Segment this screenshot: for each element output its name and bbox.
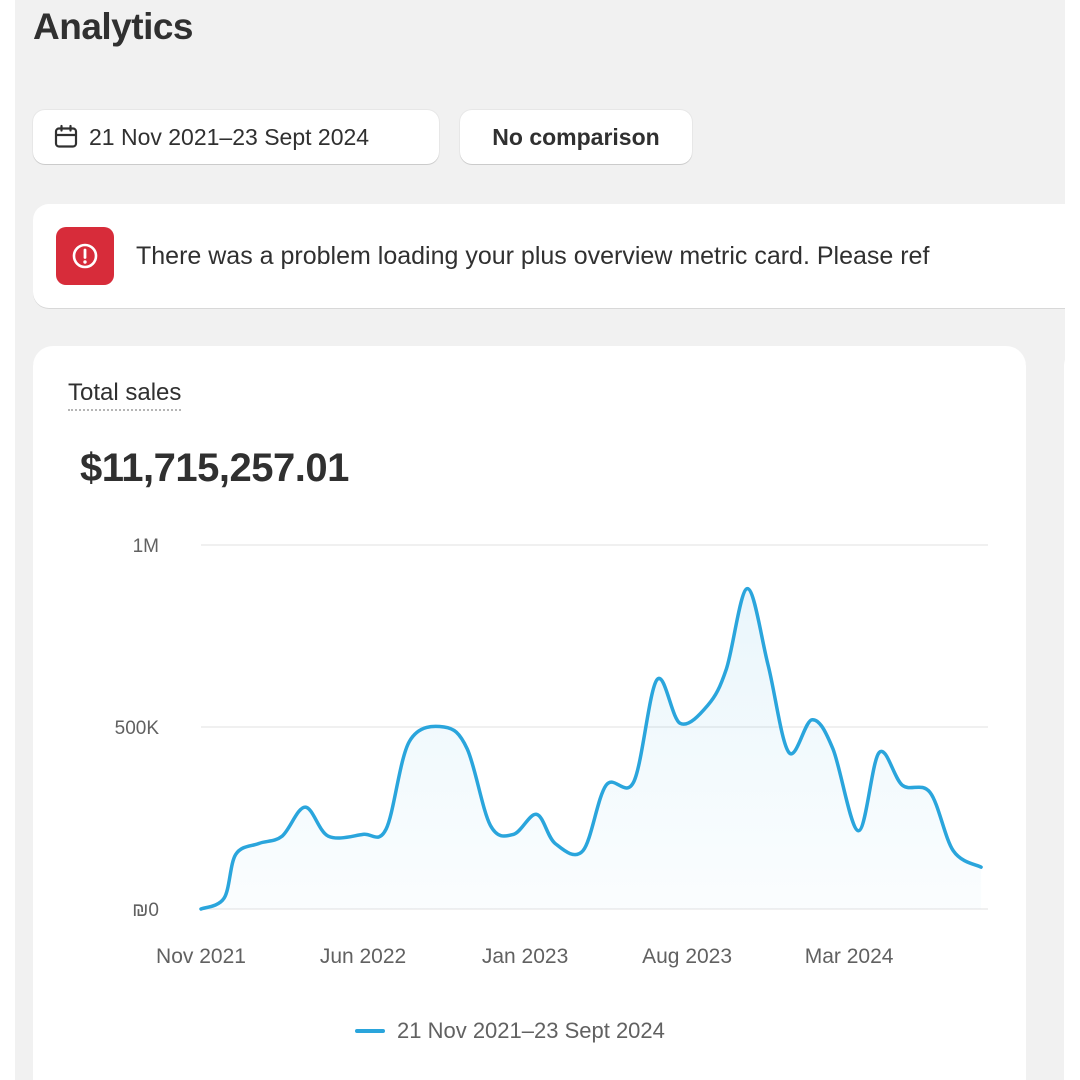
series-area: [201, 588, 982, 909]
metric-label[interactable]: Total sales: [68, 379, 182, 411]
y-tick-label: ₪0: [132, 900, 159, 921]
date-range-label: 21 Nov 2021–23 Sept 2024: [89, 123, 370, 150]
x-tick-label: Jan 2023: [482, 945, 568, 968]
x-tick-label: Mar 2024: [805, 945, 894, 968]
y-tick-label: 1M: [133, 536, 159, 557]
legend-swatch: [355, 1029, 385, 1033]
page-title: Analytics: [33, 6, 194, 47]
comparison-button[interactable]: No comparison: [460, 110, 692, 164]
x-tick-label: Nov 2021: [156, 945, 246, 968]
date-range-button[interactable]: 21 Nov 2021–23 Sept 2024: [33, 110, 439, 164]
analytics-page: Analytics 21 Nov 2021–23 Sept 2024 No co…: [15, 0, 1065, 1080]
y-tick-label: 500K: [115, 718, 160, 739]
error-message: There was a problem loading your plus ov…: [136, 241, 930, 270]
metric-value: $11,715,257.01: [80, 446, 349, 490]
sales-chart: ₪0 500K 1M Nov 2021 Jun 2022 Jan 2023 Aug 2023…: [115, 536, 988, 968]
x-tick-label: Aug 2023: [642, 945, 732, 968]
x-tick-label: Jun 2022: [320, 945, 406, 968]
total-sales-card: Total sales $11,715,257.01 ₪0 500K 1M Nov 2…: [33, 346, 1026, 1080]
adjacent-card: [1064, 346, 1065, 1080]
legend-label: 21 Nov 2021–23 Sept 2024: [397, 1018, 665, 1043]
error-banner: There was a problem loading your plus ov…: [33, 204, 1065, 308]
alert-icon: [56, 227, 114, 285]
comparison-label: No comparison: [492, 123, 660, 150]
calendar-icon: [53, 124, 79, 150]
series-line: [199, 586, 983, 911]
chart-legend[interactable]: 21 Nov 2021–23 Sept 2024: [355, 1018, 665, 1044]
